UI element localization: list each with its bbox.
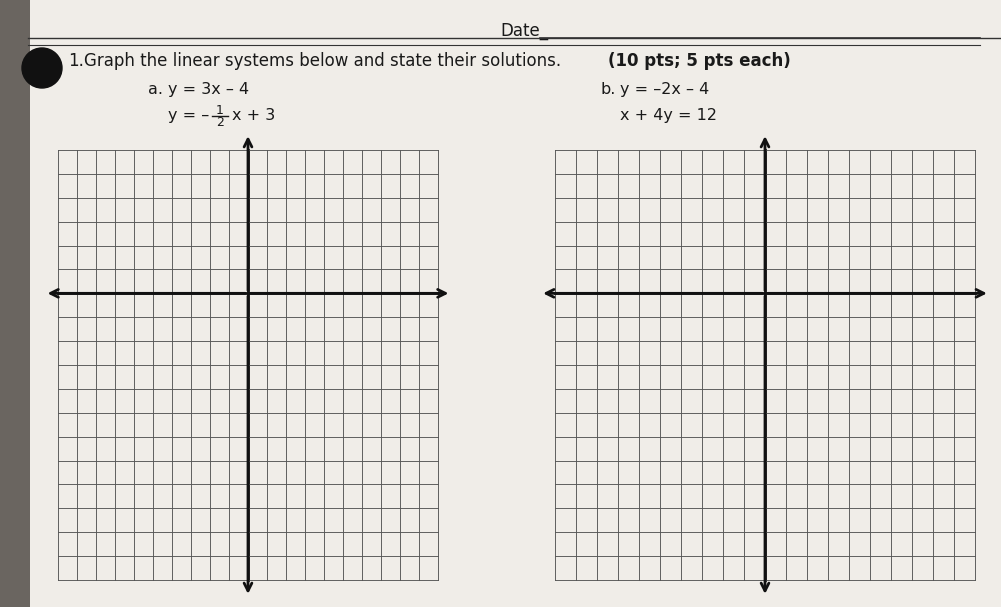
Text: a.: a. (148, 82, 163, 97)
Text: 1: 1 (216, 104, 224, 117)
FancyBboxPatch shape (0, 0, 30, 607)
Text: y = 3x – 4: y = 3x – 4 (168, 82, 249, 97)
Text: y = –2x – 4: y = –2x – 4 (620, 82, 710, 97)
Text: y = –: y = – (168, 108, 209, 123)
Text: 2: 2 (216, 116, 224, 129)
Text: Graph the linear systems below and state their solutions.: Graph the linear systems below and state… (84, 52, 562, 70)
Circle shape (22, 48, 62, 88)
Text: x + 3: x + 3 (232, 108, 275, 123)
Text: Date_: Date_ (500, 22, 549, 40)
Text: x + 4y = 12: x + 4y = 12 (620, 108, 717, 123)
FancyBboxPatch shape (28, 0, 1001, 607)
Text: (10 pts; 5 pts each): (10 pts; 5 pts each) (608, 52, 791, 70)
Text: b.: b. (600, 82, 616, 97)
Text: 1.: 1. (68, 52, 84, 70)
